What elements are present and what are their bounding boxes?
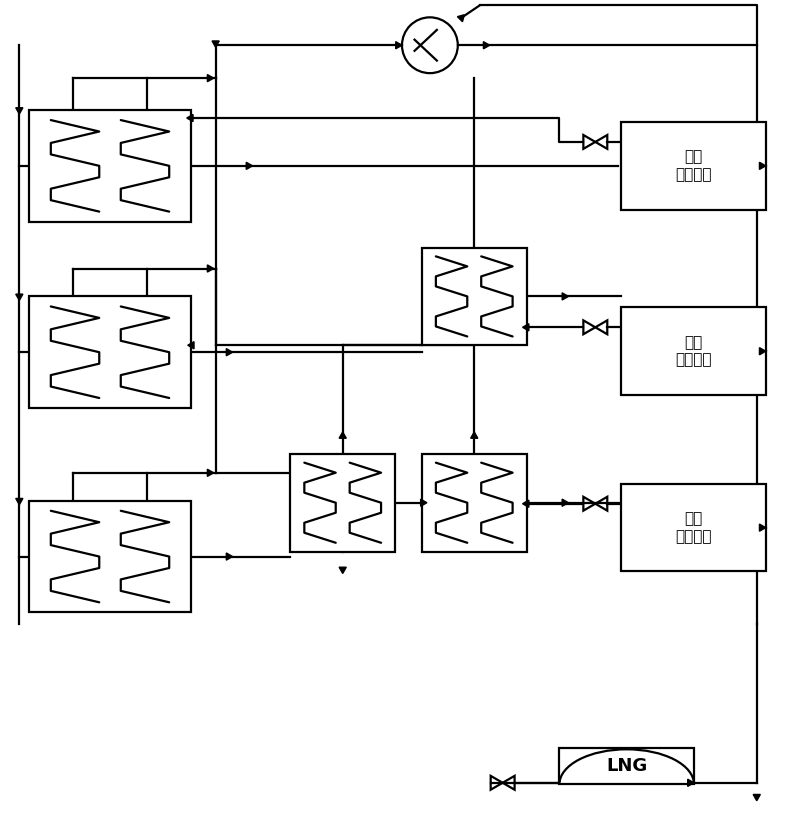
Polygon shape bbox=[16, 498, 23, 505]
Polygon shape bbox=[207, 469, 214, 477]
Text: 甲烷
制冷单元: 甲烷 制冷单元 bbox=[675, 512, 712, 544]
Polygon shape bbox=[339, 432, 346, 438]
Polygon shape bbox=[339, 567, 346, 574]
Polygon shape bbox=[396, 42, 402, 49]
Polygon shape bbox=[562, 499, 569, 506]
Polygon shape bbox=[753, 795, 760, 800]
Polygon shape bbox=[759, 524, 766, 531]
Bar bbox=[622, 307, 766, 395]
Bar bbox=[422, 454, 526, 551]
Polygon shape bbox=[226, 349, 233, 356]
Polygon shape bbox=[16, 294, 23, 300]
Polygon shape bbox=[421, 499, 427, 506]
Polygon shape bbox=[226, 553, 233, 560]
Polygon shape bbox=[522, 500, 529, 508]
Bar bbox=[422, 248, 526, 345]
Polygon shape bbox=[562, 293, 569, 300]
Bar bbox=[290, 454, 395, 551]
Bar bbox=[30, 296, 190, 408]
Polygon shape bbox=[759, 347, 766, 355]
Polygon shape bbox=[207, 265, 214, 272]
Bar bbox=[622, 122, 766, 210]
Polygon shape bbox=[522, 324, 529, 331]
Polygon shape bbox=[16, 107, 23, 114]
Polygon shape bbox=[212, 41, 219, 47]
Text: 乙烯
制冷单元: 乙烯 制冷单元 bbox=[675, 335, 712, 367]
Polygon shape bbox=[458, 15, 464, 22]
Bar bbox=[30, 110, 190, 221]
Polygon shape bbox=[688, 779, 694, 786]
Bar bbox=[622, 484, 766, 571]
Polygon shape bbox=[188, 341, 194, 349]
Bar bbox=[559, 748, 694, 784]
Polygon shape bbox=[759, 162, 766, 169]
Polygon shape bbox=[186, 114, 193, 122]
Polygon shape bbox=[483, 42, 490, 49]
Polygon shape bbox=[470, 432, 478, 438]
Bar bbox=[30, 501, 190, 612]
Text: 丙烷
制冷单元: 丙烷 制冷单元 bbox=[675, 149, 712, 182]
Polygon shape bbox=[207, 75, 214, 81]
Polygon shape bbox=[246, 162, 253, 169]
Text: LNG: LNG bbox=[606, 757, 647, 775]
